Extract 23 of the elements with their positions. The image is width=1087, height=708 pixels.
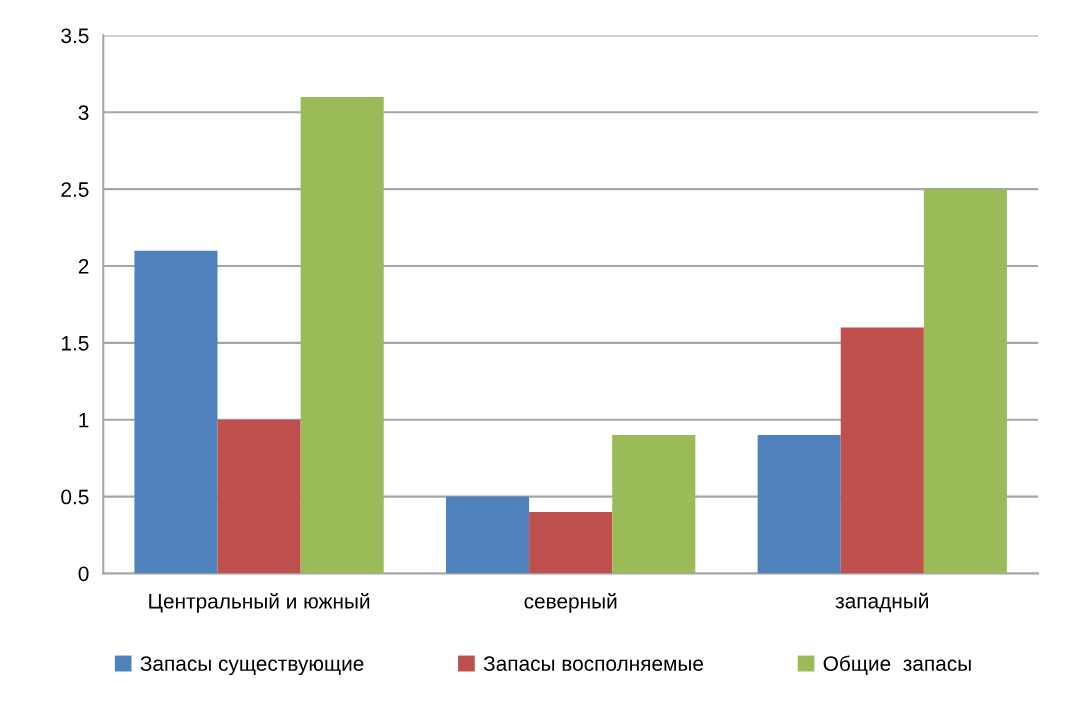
y-tick-label: 0.5 [61, 489, 89, 505]
y-tick-label: 1 [79, 412, 89, 428]
y-tick-label: 0 [78, 566, 89, 582]
legend-label: Запасы существующие [140, 656, 364, 676]
x-tick-label: северный [524, 592, 617, 613]
bar [612, 435, 696, 574]
bar [840, 327, 924, 574]
bar [757, 435, 841, 574]
x-tick-label: Центральный и южный [149, 592, 370, 613]
x-tick-label: западный [835, 592, 928, 613]
y-tick-label: 3 [78, 105, 89, 121]
legend-label: Запасы восполняемые [483, 656, 704, 671]
y-tick-label: 1.5 [62, 336, 89, 351]
bar [300, 96, 384, 574]
y-tick-label: 2.5 [61, 182, 89, 197]
legend-label: Общие запасы [823, 655, 971, 675]
y-tick-label: 3.5 [61, 28, 89, 44]
bar [529, 511, 613, 574]
bar [446, 496, 530, 574]
bar [134, 250, 218, 574]
bar [923, 189, 1007, 574]
bar [217, 419, 301, 574]
y-tick-label: 2 [78, 259, 89, 274]
